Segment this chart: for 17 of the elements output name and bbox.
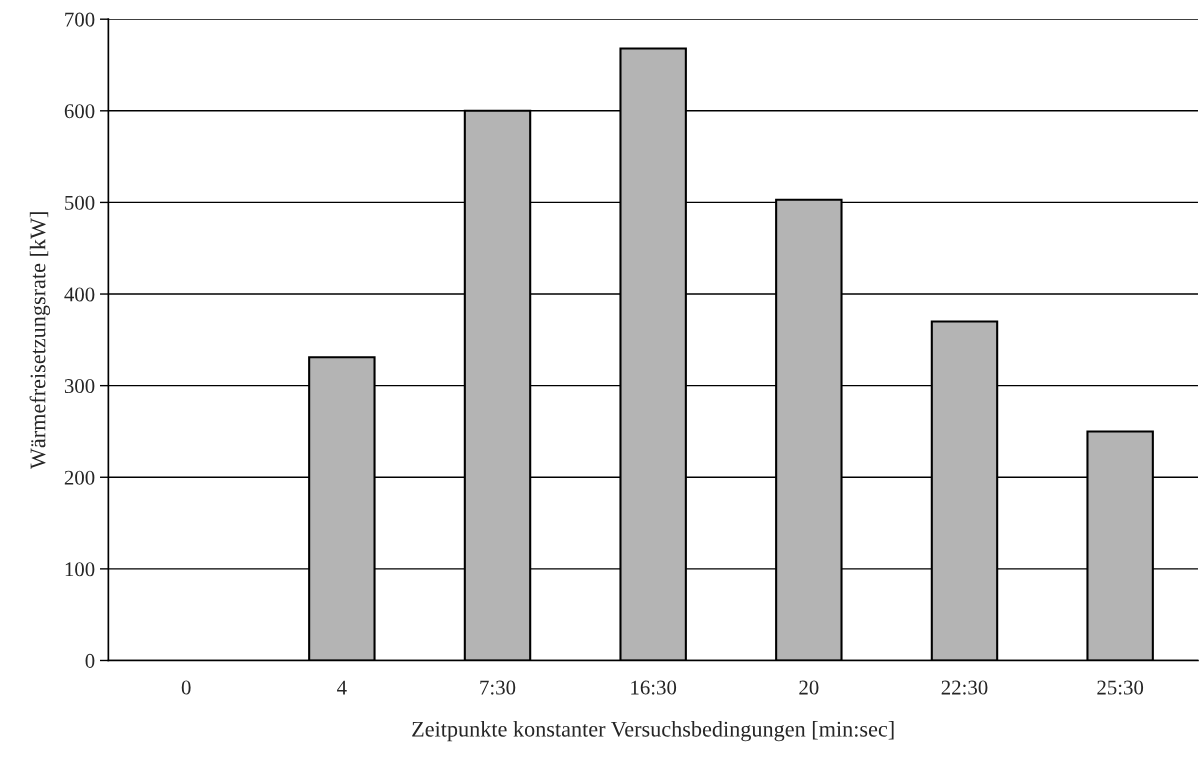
x-tick-label: 22:30 [941,680,988,695]
y-tick-label: 0 [85,653,95,668]
x-tick-label: 20 [799,680,819,695]
x-tick-label: 0 [181,680,191,695]
y-tick-label: 700 [65,12,95,27]
x-axis-title: Zeitpunkte konstanter Versuchsbedingungen [min:sec] [412,721,894,742]
y-tick-label: 600 [64,104,95,119]
y-tick-label: 500 [65,195,95,210]
y-axis-title: Wärmefreisetzungsrate [kW] [29,212,51,470]
y-tick-label: 400 [64,287,95,302]
y-tick-label: 200 [64,470,95,485]
y-tick-label: 300 [64,379,95,394]
x-tick-label: 16:30 [631,680,677,695]
x-tick-label: 25:30 [1097,680,1144,695]
x-tick-label: 7:30 [480,680,516,695]
y-tick-label: 100 [65,562,95,577]
x-tick-label: 4 [337,680,347,695]
